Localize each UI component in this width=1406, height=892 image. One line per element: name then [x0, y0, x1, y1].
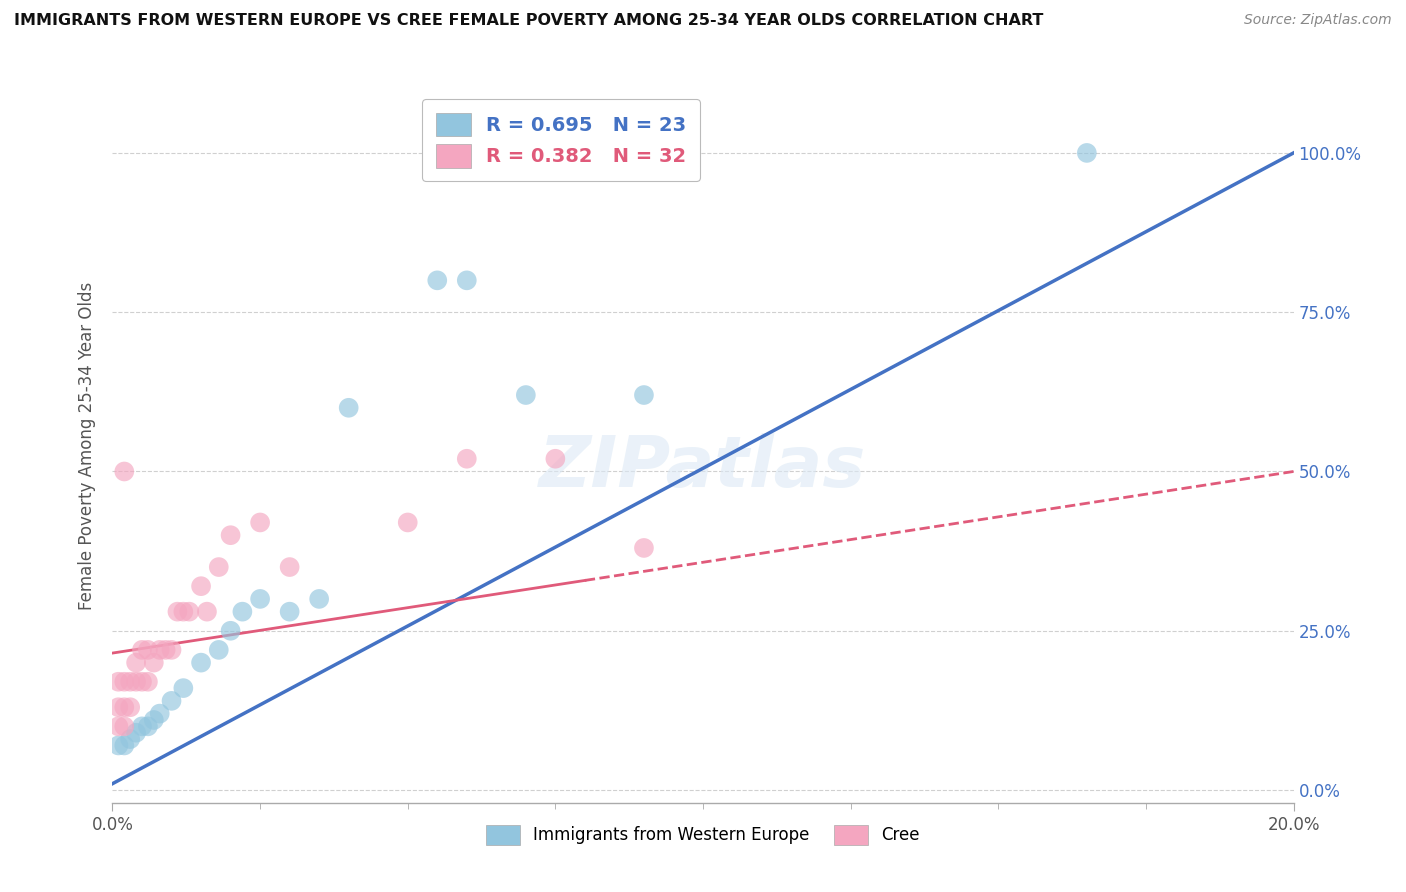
Point: [172, 681, 194, 695]
Point: [107, 700, 129, 714]
Point: [136, 719, 159, 733]
Point: [190, 656, 212, 670]
Point: [208, 643, 231, 657]
Point: [278, 560, 301, 574]
Point: [112, 719, 135, 733]
Point: [131, 719, 153, 733]
Point: [120, 700, 142, 714]
Text: IMMIGRANTS FROM WESTERN EUROPE VS CREE FEMALE POVERTY AMONG 25-34 YEAR OLDS CORR: IMMIGRANTS FROM WESTERN EUROPE VS CREE F…: [14, 13, 1043, 29]
Point: [120, 674, 142, 689]
Point: [149, 706, 172, 721]
Point: [142, 656, 165, 670]
Point: [107, 674, 129, 689]
Point: [112, 674, 135, 689]
Y-axis label: Female Poverty Among 25-34 Year Olds: Female Poverty Among 25-34 Year Olds: [77, 282, 96, 610]
Point: [633, 541, 655, 555]
Point: [396, 516, 419, 530]
Point: [107, 739, 129, 753]
Point: [112, 739, 135, 753]
Point: [120, 732, 142, 747]
Point: [142, 713, 165, 727]
Point: [155, 643, 177, 657]
Point: [195, 605, 218, 619]
Point: [166, 605, 188, 619]
Point: [219, 528, 242, 542]
Point: [219, 624, 242, 638]
Text: ZIPatlas: ZIPatlas: [540, 433, 866, 502]
Point: [107, 719, 129, 733]
Point: [136, 674, 159, 689]
Point: [160, 643, 183, 657]
Point: [1076, 145, 1098, 160]
Point: [633, 388, 655, 402]
Point: [249, 591, 271, 606]
Point: [278, 605, 301, 619]
Point: [426, 273, 449, 287]
Point: [125, 674, 148, 689]
Point: [172, 605, 194, 619]
Point: [125, 725, 148, 739]
Point: [231, 605, 253, 619]
Point: [149, 643, 172, 657]
Point: [337, 401, 360, 415]
Point: [208, 560, 231, 574]
Point: [190, 579, 212, 593]
Point: [131, 674, 153, 689]
Point: [179, 605, 201, 619]
Point: [456, 273, 478, 287]
Point: [131, 643, 153, 657]
Point: [308, 591, 330, 606]
Point: [249, 516, 271, 530]
Point: [515, 388, 537, 402]
Point: [544, 451, 567, 466]
Text: Source: ZipAtlas.com: Source: ZipAtlas.com: [1244, 13, 1392, 28]
Point: [125, 656, 148, 670]
Legend: Immigrants from Western Europe, Cree: Immigrants from Western Europe, Cree: [479, 818, 927, 852]
Point: [456, 451, 478, 466]
Point: [112, 700, 135, 714]
Point: [136, 643, 159, 657]
Point: [112, 465, 135, 479]
Point: [160, 694, 183, 708]
